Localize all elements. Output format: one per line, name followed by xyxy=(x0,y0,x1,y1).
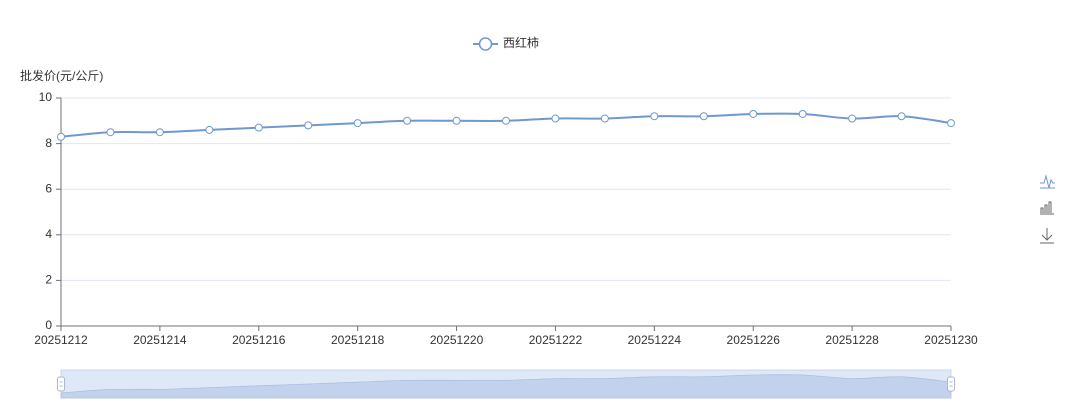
zoom-handle xyxy=(947,376,955,392)
line-type-icon[interactable] xyxy=(1040,174,1055,189)
legend-symbol xyxy=(478,37,493,51)
zoom-handle xyxy=(57,376,65,392)
point xyxy=(353,119,362,128)
point xyxy=(798,109,807,118)
y-tick-label: 10 xyxy=(39,90,53,104)
point xyxy=(551,114,560,123)
zoom-thumbnail xyxy=(60,374,952,399)
legend-label: 西红柿 xyxy=(503,35,539,50)
point xyxy=(57,132,65,141)
x-tick-label: 20251218 xyxy=(331,333,385,347)
y-axis-title: 批发价(元/公斤) xyxy=(20,68,103,83)
download-icon[interactable] xyxy=(1040,228,1054,244)
x-tick-label: 20251214 xyxy=(133,333,187,347)
x-tick-label: 20251230 xyxy=(924,333,978,347)
point xyxy=(155,128,164,137)
point xyxy=(403,116,412,125)
point xyxy=(304,121,313,130)
point xyxy=(897,112,906,121)
x-tick-label: 20251216 xyxy=(232,333,286,347)
point xyxy=(254,123,263,132)
point xyxy=(502,116,510,125)
point xyxy=(947,119,955,128)
x-tick-label: 20251212 xyxy=(34,333,88,347)
y-tick-label: 2 xyxy=(45,273,52,287)
x-tick-label: 20251226 xyxy=(727,333,781,347)
x-tick-label: 20251222 xyxy=(529,333,583,347)
y-tick-label: 0 xyxy=(45,318,52,332)
point xyxy=(452,116,461,125)
point xyxy=(749,109,758,118)
y-tick-label: 6 xyxy=(45,181,52,195)
toolbox[interactable] xyxy=(1040,174,1055,244)
point xyxy=(106,128,115,137)
zoom-window xyxy=(61,370,951,398)
x-tick-label: 20251220 xyxy=(430,333,484,347)
legend[interactable]: 西红柿 xyxy=(473,35,539,51)
point xyxy=(848,114,857,123)
y-tick-label: 4 xyxy=(45,227,52,241)
y-tick-label: 8 xyxy=(45,136,52,150)
point xyxy=(650,112,659,121)
x-tick-label: 20251224 xyxy=(628,333,682,347)
point xyxy=(699,112,708,121)
x-tick-label: 20251228 xyxy=(825,333,879,347)
bar-type-icon[interactable] xyxy=(1040,201,1054,215)
point xyxy=(205,125,214,134)
point xyxy=(600,114,609,123)
